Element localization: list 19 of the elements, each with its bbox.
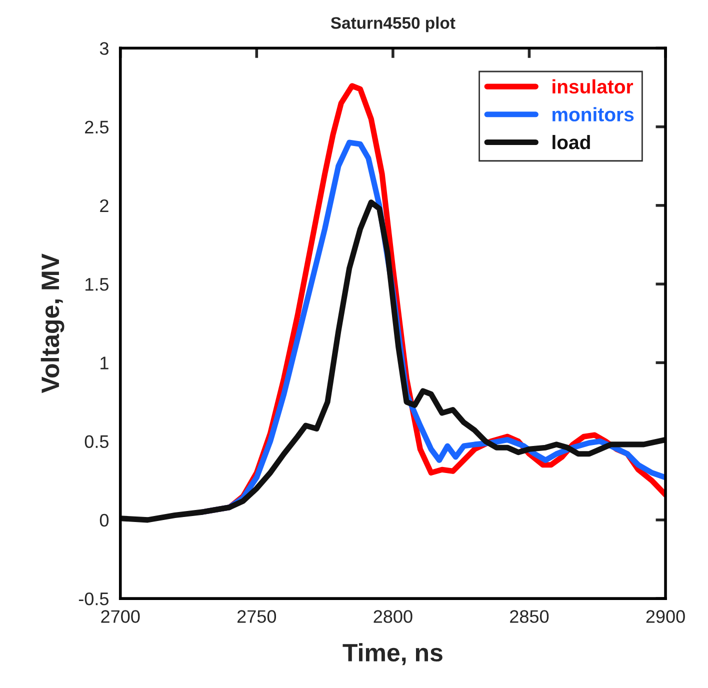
- legend-label: monitors: [552, 107, 634, 122]
- x-tick-label: 2700: [101, 610, 140, 623]
- legend-label: insulator: [552, 79, 634, 94]
- y-axis-title: Voltage, MV: [40, 254, 64, 394]
- y-tick-label: 1.5: [86, 278, 108, 291]
- x-tick-label: 2850: [510, 610, 549, 623]
- x-axis-title: Time, ns: [342, 643, 442, 666]
- x-tick-label: 2900: [646, 610, 685, 623]
- y-tick-label: 0: [100, 514, 109, 527]
- chart-title: Saturn4550 plot: [330, 16, 456, 32]
- y-tick-label: 2: [100, 199, 108, 212]
- y-tick-label: 0.5: [84, 435, 108, 448]
- y-tick-label: -0.5: [78, 592, 108, 606]
- x-tick-label: 2800: [374, 610, 412, 623]
- legend-label: load: [552, 134, 590, 150]
- y-tick-label: 3: [100, 42, 108, 55]
- x-tick-label: 2750: [237, 610, 276, 623]
- y-tick-label: 2.5: [85, 120, 108, 134]
- y-tick-label: 1: [100, 356, 108, 370]
